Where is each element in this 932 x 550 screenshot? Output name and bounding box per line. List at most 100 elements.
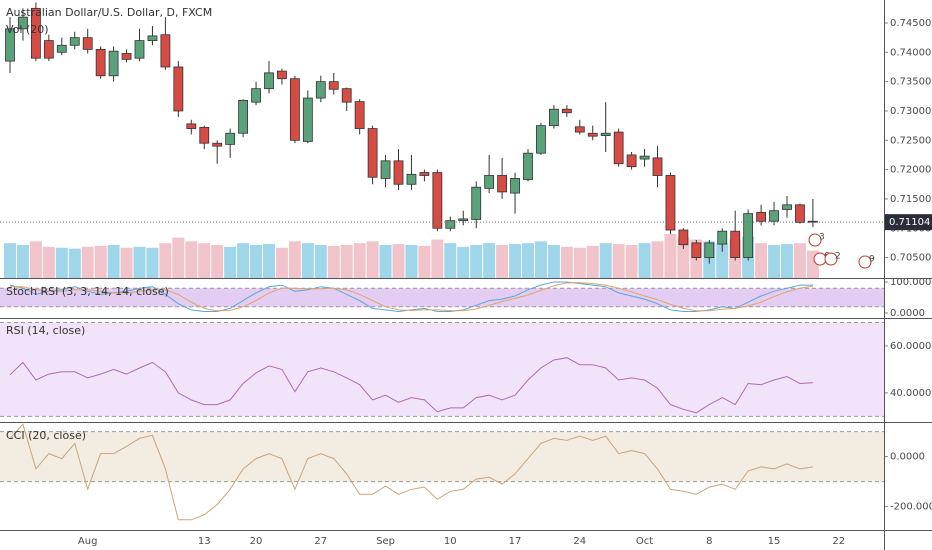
volume-bar bbox=[573, 247, 586, 278]
volume-bar bbox=[263, 244, 275, 278]
pane-title: Stoch RSI (3, 3, 14, 14, close) bbox=[6, 285, 169, 298]
volume-bar bbox=[301, 243, 314, 278]
candle-body bbox=[743, 213, 754, 258]
pane-title: CCI (20, close) bbox=[6, 429, 86, 442]
volume-bar bbox=[94, 245, 107, 278]
candle-body bbox=[264, 72, 274, 90]
candle-body bbox=[549, 108, 559, 127]
event-marker[interactable] bbox=[858, 255, 872, 269]
volume-bar bbox=[198, 243, 211, 278]
volume-bar bbox=[353, 243, 366, 278]
x-tick-label: Aug bbox=[78, 536, 98, 547]
candle-body bbox=[251, 88, 261, 103]
event-marker[interactable] bbox=[808, 233, 822, 247]
volume-bar bbox=[42, 246, 55, 278]
candle-body bbox=[212, 142, 223, 147]
x-tick-label: 24 bbox=[573, 536, 586, 547]
band bbox=[0, 431, 884, 482]
y-tick-label: 0.72000 bbox=[890, 165, 931, 176]
candle-body bbox=[510, 178, 520, 194]
y-tick-label: 100.0000 bbox=[890, 277, 932, 288]
y-tick-label: 0.70500 bbox=[890, 253, 931, 264]
candle-body bbox=[18, 16, 28, 30]
volume-bar bbox=[677, 237, 690, 278]
volume-bar bbox=[431, 239, 444, 278]
candle-body bbox=[289, 78, 300, 141]
volume-bar bbox=[560, 246, 573, 278]
chart-title: Australian Dollar/U.S. Dollar, D, FXCM bbox=[6, 6, 212, 19]
candle-body bbox=[523, 152, 533, 180]
volume-bar bbox=[16, 245, 29, 278]
candle-body bbox=[769, 210, 779, 222]
volume-bar bbox=[159, 243, 172, 278]
candle-body bbox=[302, 97, 313, 142]
candle-body bbox=[69, 37, 80, 46]
candle-body bbox=[600, 132, 611, 136]
volume-bar bbox=[625, 245, 638, 278]
candle-body bbox=[134, 40, 145, 59]
indicator-line bbox=[9, 423, 813, 521]
volume-bar bbox=[755, 243, 768, 278]
candle-body bbox=[561, 108, 572, 114]
candle-body bbox=[108, 50, 119, 77]
x-tick-label: 22 bbox=[832, 536, 845, 547]
candle-body bbox=[82, 37, 93, 50]
volume-bar bbox=[457, 246, 470, 278]
candle-body bbox=[30, 7, 41, 59]
candle-body bbox=[471, 186, 482, 220]
volume-bar bbox=[638, 243, 651, 278]
indicator-line bbox=[9, 357, 813, 414]
candle-body bbox=[225, 132, 236, 145]
volume-bar bbox=[651, 241, 664, 278]
event-count: 2 bbox=[835, 252, 841, 262]
volume-bar bbox=[793, 243, 806, 278]
indicator-line bbox=[10, 282, 813, 312]
volume-bar bbox=[340, 245, 353, 278]
indicator-line bbox=[9, 281, 813, 313]
candle-body bbox=[704, 242, 715, 258]
candle-body bbox=[147, 35, 158, 41]
x-tick-label: Sep bbox=[376, 536, 395, 547]
candle-body bbox=[730, 230, 741, 258]
volume-bar bbox=[314, 245, 327, 278]
volume-bar bbox=[288, 241, 301, 278]
volume-bar bbox=[612, 244, 625, 278]
pane-title: RSI (14, close) bbox=[6, 324, 85, 337]
volume-bar bbox=[405, 245, 418, 278]
volume-bar bbox=[4, 243, 16, 278]
volume-bar bbox=[470, 245, 483, 278]
y-tick-label: 40.0000 bbox=[890, 388, 931, 399]
band bbox=[0, 322, 884, 417]
candle-body bbox=[432, 172, 443, 229]
candle-body bbox=[756, 212, 766, 222]
y-tick-label: 0.0000 bbox=[890, 452, 925, 463]
volume-bar bbox=[716, 243, 729, 278]
candle-body bbox=[238, 100, 249, 134]
volume-bar bbox=[599, 243, 612, 278]
x-tick-label: 13 bbox=[198, 536, 211, 547]
candle-body bbox=[574, 126, 585, 133]
candle-body bbox=[717, 230, 728, 245]
event-count: 9 bbox=[869, 255, 875, 265]
candle-body bbox=[587, 132, 598, 137]
volume-bar bbox=[664, 234, 677, 278]
y-tick-label: 0.72500 bbox=[890, 135, 931, 146]
candle-body bbox=[393, 160, 404, 185]
volume-bar bbox=[781, 244, 793, 278]
volume-bar bbox=[237, 243, 250, 278]
candle-body bbox=[613, 131, 624, 165]
volume-bar bbox=[379, 245, 392, 278]
candle-body bbox=[367, 128, 378, 178]
candle-body bbox=[808, 220, 818, 223]
x-tick-label: 8 bbox=[706, 536, 712, 547]
event-count: 3 bbox=[819, 233, 825, 243]
candle-body bbox=[341, 88, 352, 103]
candle-body bbox=[5, 28, 15, 62]
candle-body bbox=[795, 204, 805, 223]
volume-bar bbox=[496, 245, 509, 278]
y-tick-label: 60.0000 bbox=[890, 341, 931, 352]
volume-bar bbox=[586, 245, 599, 278]
volume-bar bbox=[172, 237, 185, 278]
event-marker[interactable] bbox=[824, 252, 838, 266]
candle-body bbox=[458, 218, 469, 222]
